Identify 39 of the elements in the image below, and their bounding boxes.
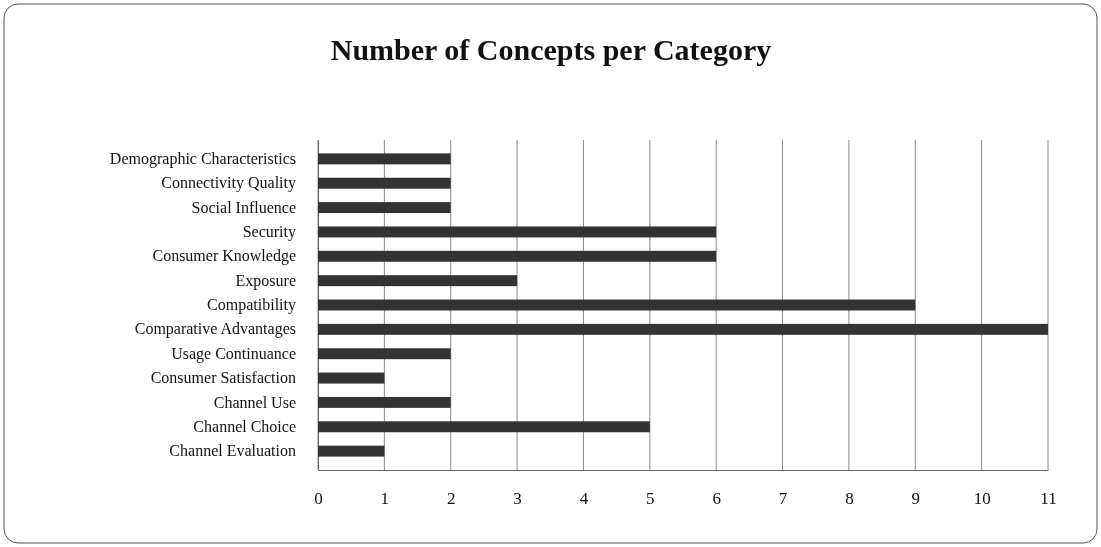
bar xyxy=(318,177,451,189)
x-tick-label: 7 xyxy=(778,489,788,509)
y-tick-label: Social Influence xyxy=(191,198,296,216)
x-tick-label: 8 xyxy=(845,489,854,509)
y-tick-label: Channel Choice xyxy=(193,417,296,435)
y-tick-label: Demographic Characteristics xyxy=(109,149,296,168)
y-tick-label: Usage Continuance xyxy=(171,344,296,363)
y-tick-label: Channel Use xyxy=(213,393,296,411)
y-tick-label: Exposure xyxy=(235,271,296,290)
bar xyxy=(318,372,385,384)
x-tick-label: 4 xyxy=(579,489,589,509)
bar xyxy=(318,445,385,457)
y-tick-label: Consumer Satisfaction xyxy=(150,369,296,387)
x-tick-label: 9 xyxy=(911,489,921,509)
bar xyxy=(318,396,451,408)
bar xyxy=(318,421,650,433)
x-tick-label: 0 xyxy=(314,489,323,509)
y-tick-label: Compatibility xyxy=(207,296,296,315)
bar xyxy=(318,323,1048,335)
x-tick-label: 11 xyxy=(1040,489,1057,509)
bar xyxy=(318,250,717,262)
y-tick-label: Channel Evaluation xyxy=(169,442,296,460)
bar xyxy=(318,226,717,238)
y-tick-label: Consumer Knowledge xyxy=(152,247,296,266)
x-tick-label: 10 xyxy=(973,489,991,509)
bar xyxy=(318,202,451,214)
bar xyxy=(318,299,916,311)
x-tick-label: 5 xyxy=(646,489,655,509)
bar xyxy=(318,348,451,360)
y-tick-label: Connectivity Quality xyxy=(161,174,296,193)
x-tick-label: 2 xyxy=(446,489,456,509)
bar xyxy=(318,275,518,287)
x-tick-label: 1 xyxy=(380,489,390,509)
y-tick-label: Comparative Advantages xyxy=(134,320,296,339)
x-tick-label: 6 xyxy=(712,489,721,509)
y-tick-label: Security xyxy=(242,223,296,242)
x-tick-label: 3 xyxy=(513,489,522,509)
chart-title: Number of Concepts per Category xyxy=(330,33,772,66)
bar xyxy=(318,153,451,165)
